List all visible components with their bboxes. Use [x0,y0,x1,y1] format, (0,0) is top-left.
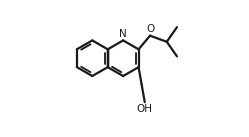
Text: OH: OH [137,104,153,114]
Text: N: N [119,29,127,39]
Text: O: O [146,24,154,34]
